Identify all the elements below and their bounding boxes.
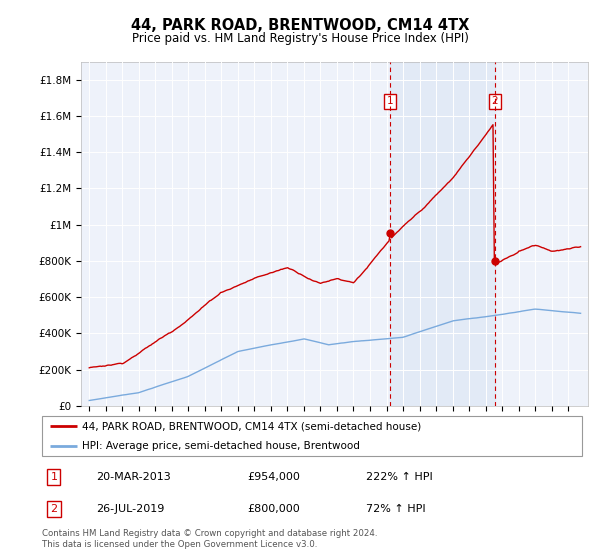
Text: 44, PARK ROAD, BRENTWOOD, CM14 4TX (semi-detached house): 44, PARK ROAD, BRENTWOOD, CM14 4TX (semi… <box>83 421 422 431</box>
Text: £800,000: £800,000 <box>247 505 300 515</box>
Text: 26-JUL-2019: 26-JUL-2019 <box>96 505 164 515</box>
Text: 44, PARK ROAD, BRENTWOOD, CM14 4TX: 44, PARK ROAD, BRENTWOOD, CM14 4TX <box>131 18 469 33</box>
Text: Contains HM Land Registry data © Crown copyright and database right 2024.
This d: Contains HM Land Registry data © Crown c… <box>42 529 377 549</box>
Text: £954,000: £954,000 <box>247 472 300 482</box>
Text: 72% ↑ HPI: 72% ↑ HPI <box>366 505 425 515</box>
Text: HPI: Average price, semi-detached house, Brentwood: HPI: Average price, semi-detached house,… <box>83 441 361 451</box>
FancyBboxPatch shape <box>42 416 582 456</box>
Text: 2: 2 <box>50 505 58 515</box>
Text: 2: 2 <box>492 96 499 106</box>
Text: Price paid vs. HM Land Registry's House Price Index (HPI): Price paid vs. HM Land Registry's House … <box>131 32 469 45</box>
Text: 1: 1 <box>387 96 394 106</box>
Bar <box>390 62 495 406</box>
Text: 20-MAR-2013: 20-MAR-2013 <box>96 472 171 482</box>
Text: 222% ↑ HPI: 222% ↑ HPI <box>366 472 433 482</box>
Text: 1: 1 <box>50 472 58 482</box>
